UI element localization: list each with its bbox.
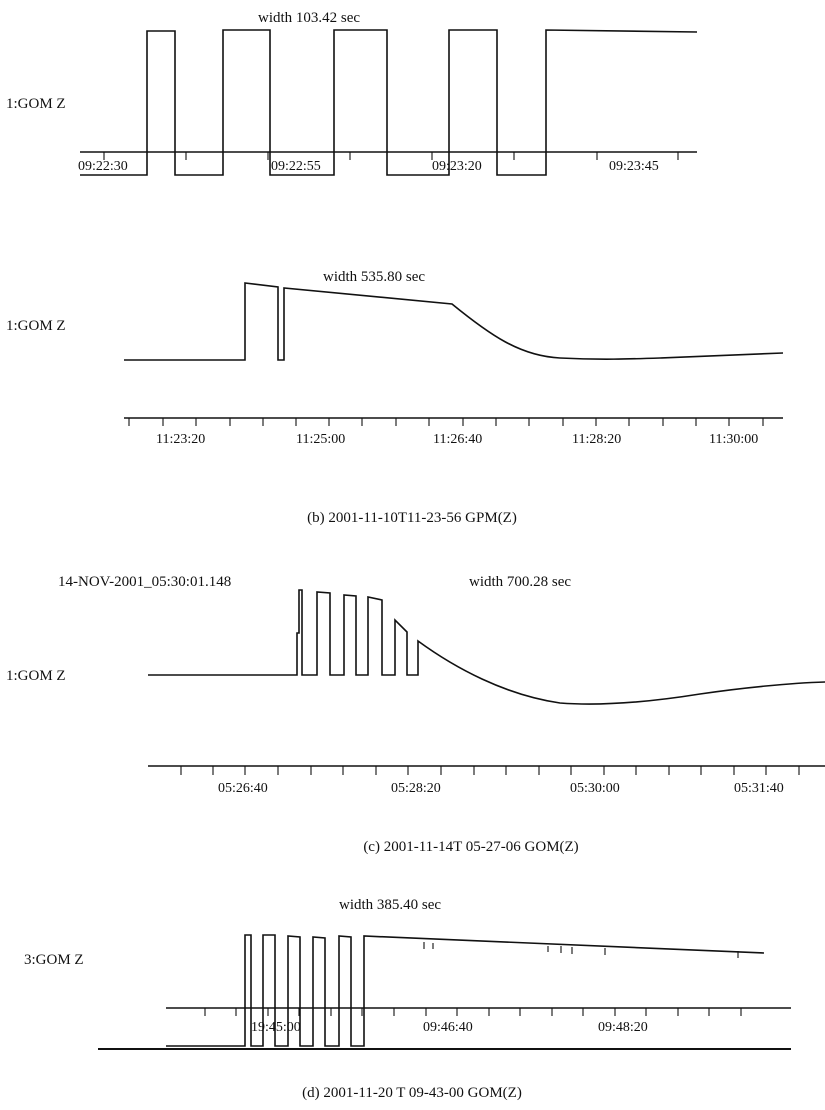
panel-c-tick-label: 05:30:00 bbox=[570, 781, 620, 796]
panel-a-tick-label: 09:22:30 bbox=[78, 159, 128, 174]
panel-c-ticks bbox=[180, 766, 800, 775]
panel-c-caption: (c) 2001-11-14T 05-27-06 GOM(Z) bbox=[363, 839, 578, 855]
panel-d-signal-trace bbox=[166, 934, 765, 1047]
panel-b-tick-label: 11:23:20 bbox=[156, 432, 205, 447]
panel-b: 1:GOM Z width 535.80 sec 11:23:20 bbox=[6, 269, 784, 526]
panel-a-width-label: width 103.42 sec bbox=[258, 10, 360, 26]
panel-c: 14-NOV-2001_05:30:01.148 width 700.28 se… bbox=[6, 574, 825, 855]
panel-b-tick-label: 11:26:40 bbox=[433, 432, 482, 447]
panel-c-width-label: width 700.28 sec bbox=[469, 574, 571, 590]
panel-a-ticks bbox=[103, 152, 679, 160]
panel-a-tick-label: 09:23:20 bbox=[432, 159, 482, 174]
panel-a-tick-label: 09:23:45 bbox=[609, 159, 659, 174]
panel-d-tick-label: 19:45:00 bbox=[251, 1020, 301, 1035]
panel-d-tick-label: 09:48:20 bbox=[598, 1020, 648, 1035]
panel-b-tick-label: 11:28:20 bbox=[572, 432, 621, 447]
panel-c-tick-label: 05:31:40 bbox=[734, 781, 784, 796]
panel-b-channel-label: 1:GOM Z bbox=[6, 318, 66, 334]
panel-c-channel-label: 1:GOM Z bbox=[6, 668, 66, 684]
panel-b-tick-label: 11:30:00 bbox=[709, 432, 758, 447]
panel-d-spikes bbox=[423, 942, 739, 958]
panel-c-header-label: 14-NOV-2001_05:30:01.148 bbox=[58, 574, 231, 590]
panel-d: width 385.40 sec 3:GOM Z 19:45:00 09:46:… bbox=[24, 897, 791, 1101]
panel-b-caption: (b) 2001-11-10T11-23-56 GPM(Z) bbox=[307, 510, 517, 526]
panel-b-signal-trace bbox=[124, 282, 784, 361]
panel-d-ticks bbox=[204, 1008, 742, 1016]
panel-d-caption: (d) 2001-11-20 T 09-43-00 GOM(Z) bbox=[302, 1085, 522, 1101]
panel-c-tick-label: 05:28:20 bbox=[391, 781, 441, 796]
panel-d-width-label: width 385.40 sec bbox=[339, 897, 441, 913]
panel-a-tick-label: 09:22:55 bbox=[271, 159, 321, 174]
panel-a: 1:GOM Z width 103.42 sec 09:22:30 09:22:… bbox=[6, 10, 698, 176]
panel-a-signal-trace bbox=[80, 29, 698, 176]
panel-b-ticks bbox=[128, 418, 764, 426]
panel-b-width-label: width 535.80 sec bbox=[323, 269, 425, 285]
panel-b-tick-label: 11:25:00 bbox=[296, 432, 345, 447]
panel-d-channel-label: 3:GOM Z bbox=[24, 952, 84, 968]
panel-c-tick-label: 05:26:40 bbox=[218, 781, 268, 796]
panel-a-channel-label: 1:GOM Z bbox=[6, 96, 66, 112]
panel-d-tick-label: 09:46:40 bbox=[423, 1020, 473, 1035]
panel-c-signal-trace bbox=[148, 589, 825, 705]
